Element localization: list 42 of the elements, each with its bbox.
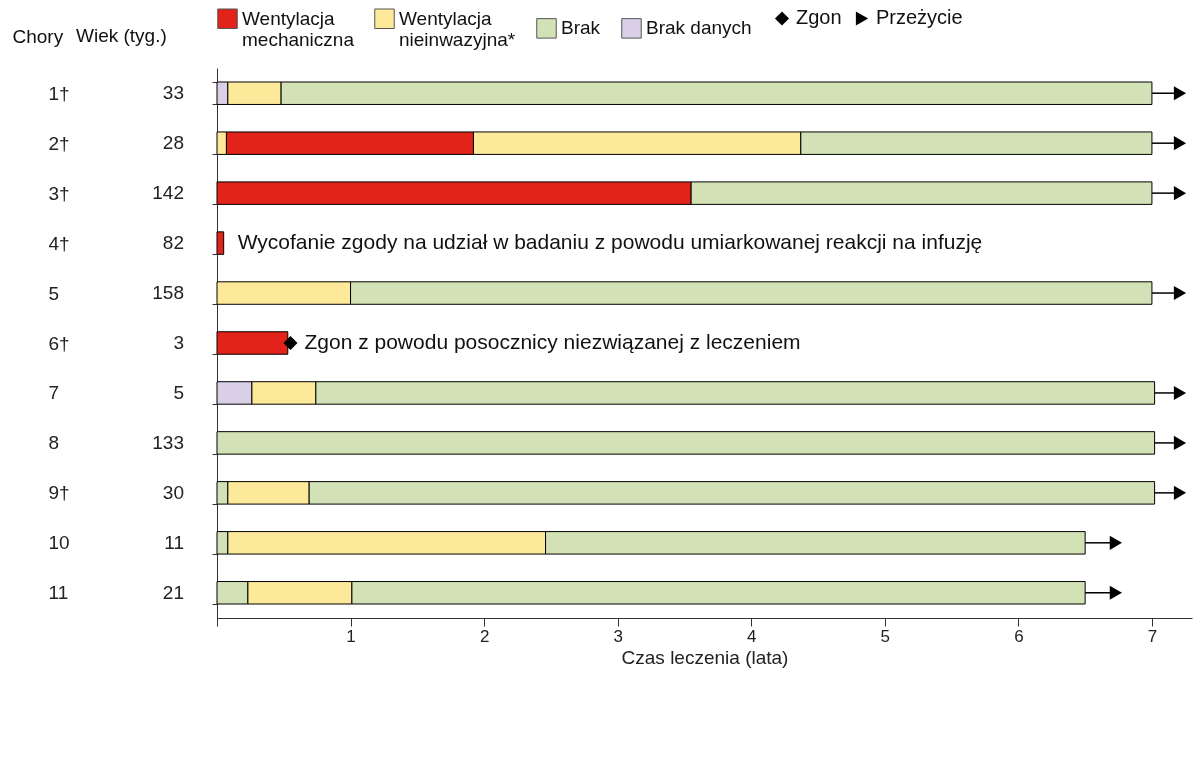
x-tick-label: 2 — [479, 626, 490, 646]
y-tick-label: 2† — [48, 132, 70, 154]
y-tick-label: 8 — [48, 432, 60, 454]
annotation: Zgon z powodu posocznicy niezwiązanej z leczeniem — [304, 330, 801, 353]
x-tick-label: 1 — [346, 626, 356, 646]
y-tick-label: 1† — [48, 82, 70, 104]
x-tick-label: 3 — [613, 626, 623, 646]
y2-tick-label: 158 — [152, 282, 184, 304]
y2-tick-label: 11 — [164, 531, 184, 553]
y2-tick-label: 21 — [162, 581, 184, 603]
y2-tick-label: 82 — [162, 232, 184, 254]
y-tick-label: 10 — [48, 532, 70, 554]
legend-label: Przeżycie — [876, 6, 963, 29]
y-tick-label: 5 — [48, 282, 60, 304]
y2-tick-label: 133 — [152, 431, 184, 453]
x-tick-label: 5 — [880, 626, 891, 646]
y-tick-label: 6† — [48, 332, 70, 354]
x-tick-label: 6 — [1014, 626, 1024, 646]
y2-tick-label: 5 — [173, 381, 184, 403]
y-tick-label: 3† — [48, 182, 70, 204]
bar — [216, 431, 1156, 455]
x-tick-label: 4 — [747, 626, 757, 646]
y2-tick-label: 33 — [162, 82, 184, 104]
legend-label: Wentylacja mechaniczna — [242, 7, 355, 50]
legend-label: Wentylacja nieinwazyjna* — [399, 7, 516, 50]
y2-tick-label: 30 — [162, 481, 184, 503]
annotation: Wycofanie zgody na udział w badaniu z powodu umiarkowanej reakcji na infuzję — [237, 230, 983, 254]
x-axis-title: Czas leczenia (lata) — [621, 646, 789, 668]
legend-label: Brak — [561, 17, 601, 39]
y2-tick-label: 3 — [173, 332, 184, 353]
y2-tick-label: 28 — [162, 132, 184, 154]
bar — [216, 231, 225, 255]
y-axis-title: Chory — [12, 25, 64, 47]
y-tick-label: 4† — [48, 232, 70, 254]
y-tick-label: 11 — [48, 582, 69, 604]
y2-tick-label: 142 — [152, 182, 184, 204]
y-tick-label: 7 — [48, 382, 60, 404]
legend-label: Brak danych — [646, 17, 752, 39]
y2-axis-title: Wiek (tyg.) — [76, 25, 167, 46]
y-tick-label: 9† — [48, 482, 70, 504]
legend-label: Zgon — [796, 6, 842, 29]
x-tick-label: 7 — [1147, 626, 1158, 646]
